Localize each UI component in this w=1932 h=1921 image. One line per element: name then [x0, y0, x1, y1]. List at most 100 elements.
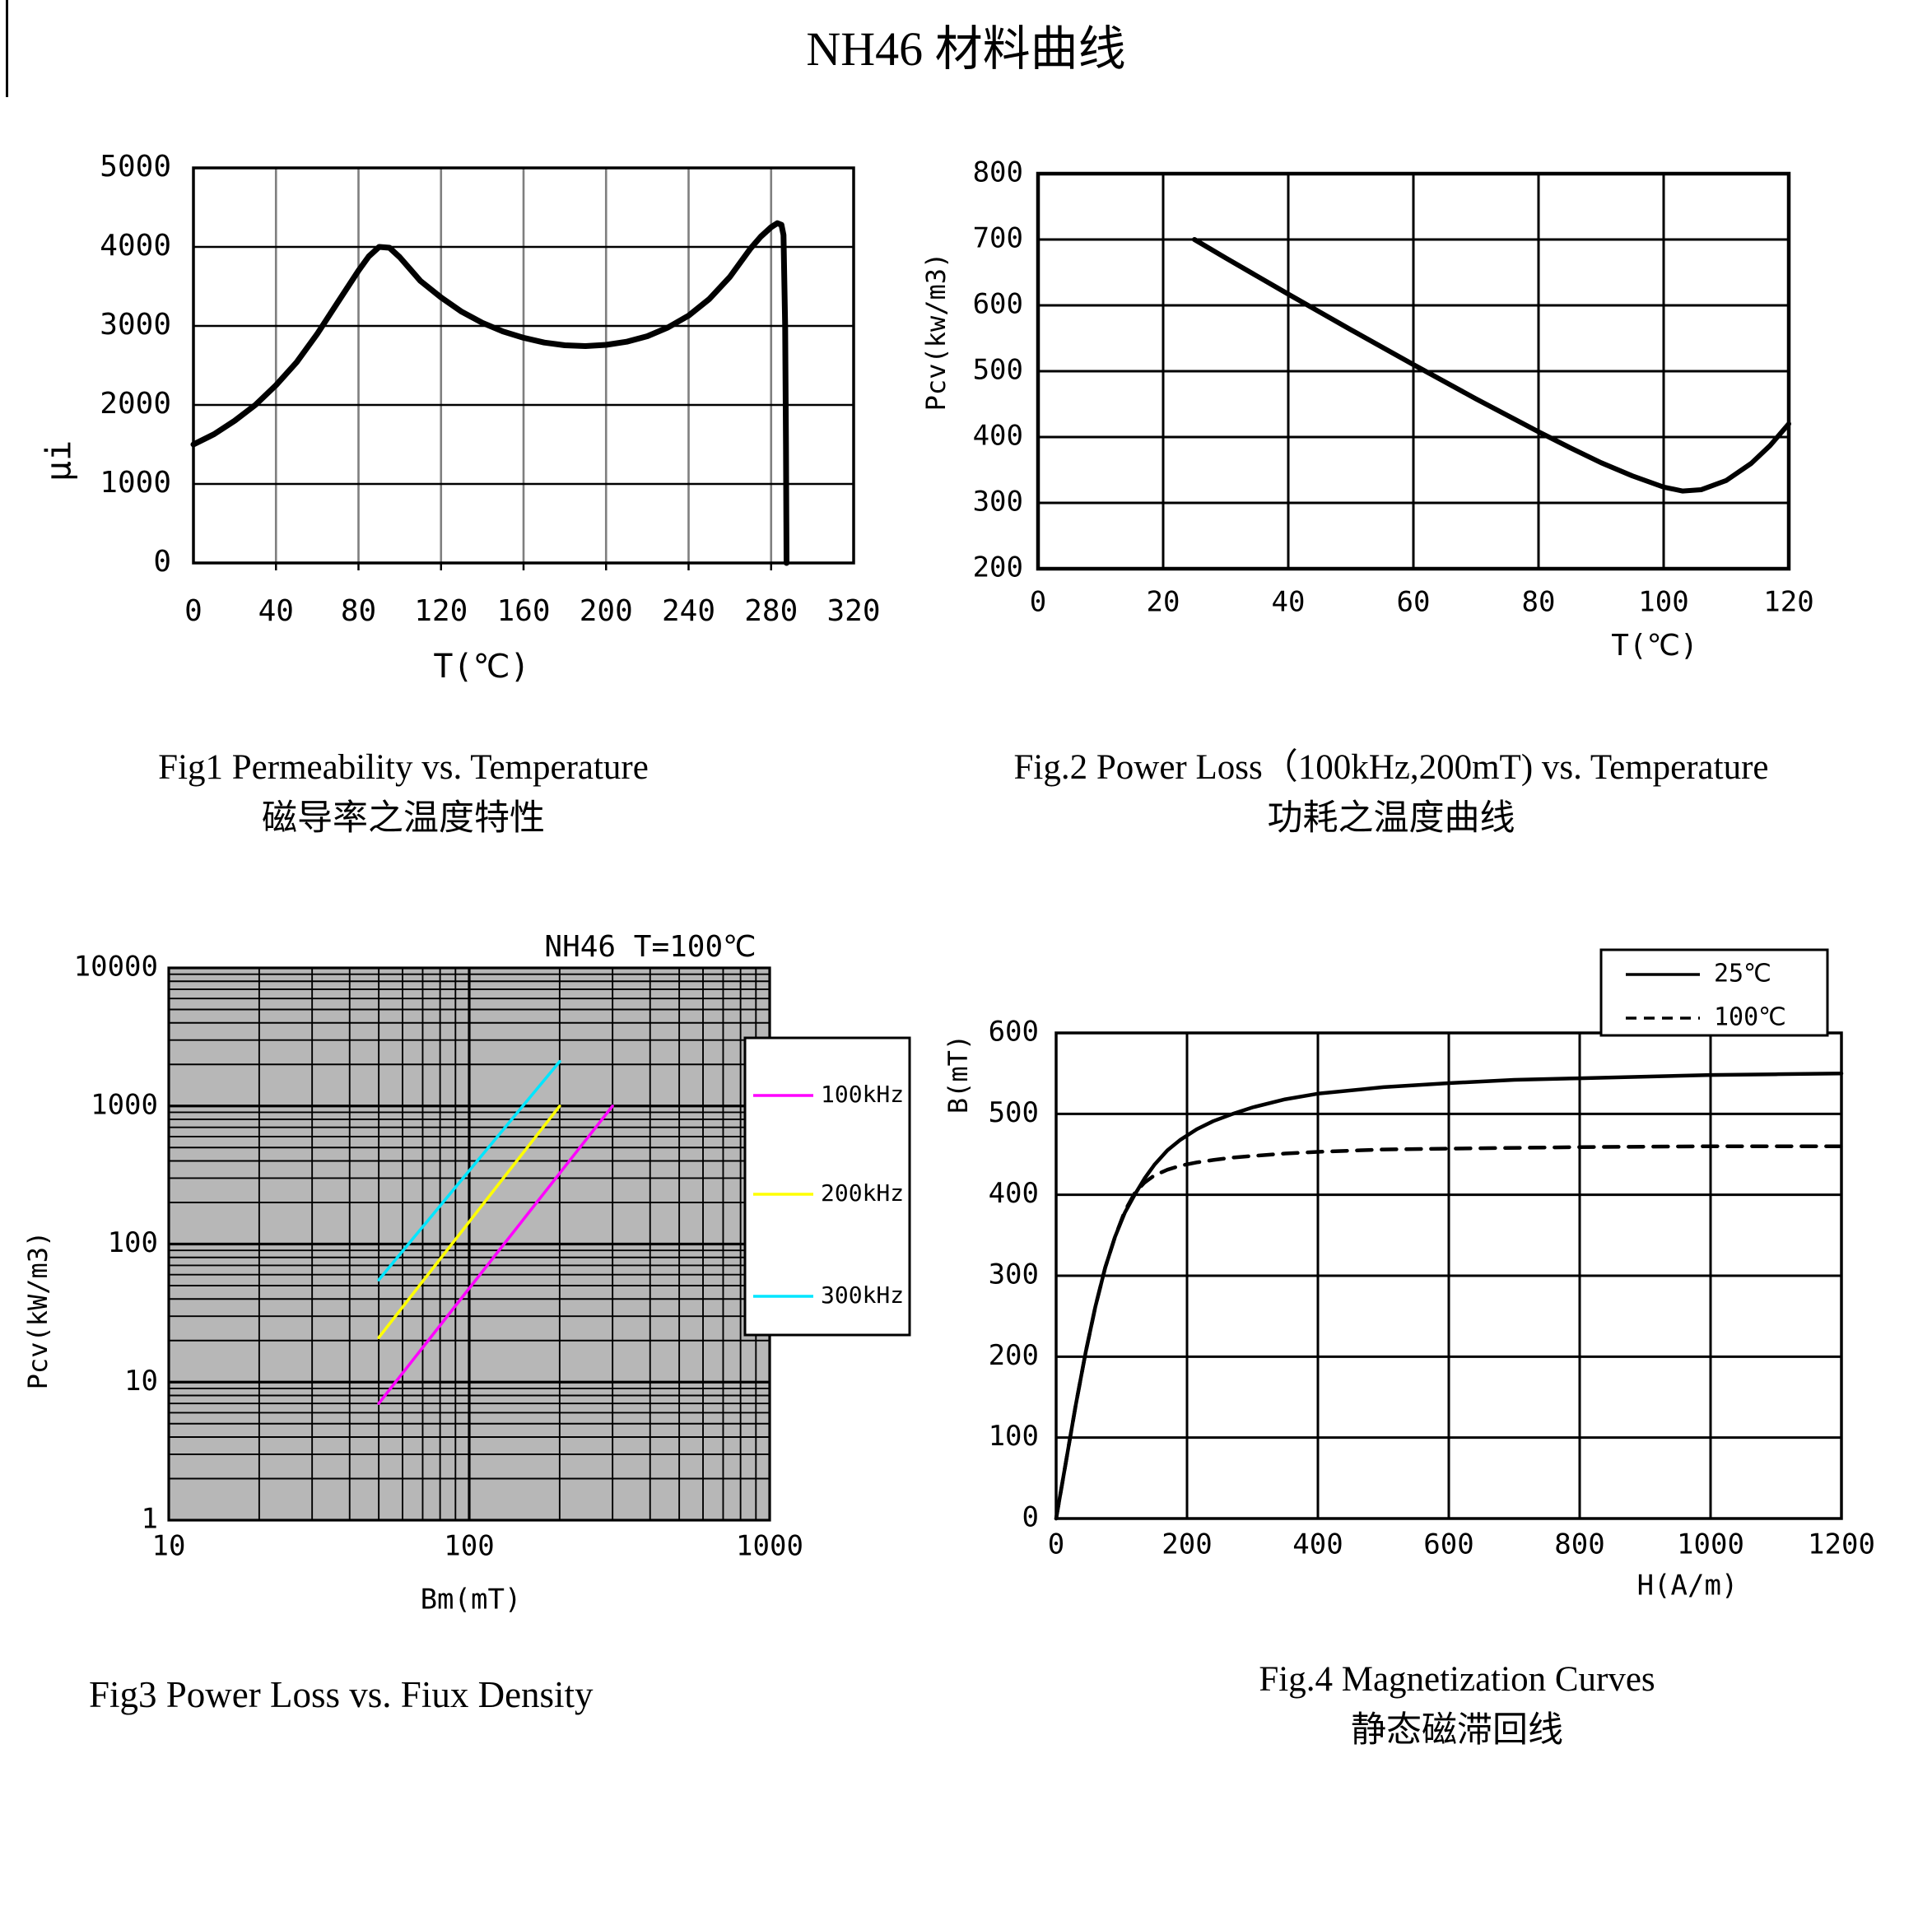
fig4-y-tick-label: 100: [989, 1420, 1039, 1453]
fig2-y-axis-label: Pcv(kw/m3): [920, 253, 952, 412]
fig1-y-tick-label: 4000: [100, 229, 171, 263]
fig2-x-tick-label: 40: [1272, 586, 1306, 619]
page-edge-mark: [6, 0, 8, 97]
fig2-x-axis-label: T(℃): [1611, 629, 1697, 663]
fig1-caption-zh: 磁导率之温度特性: [262, 799, 545, 838]
fig2-x-tick-label: 20: [1147, 586, 1180, 619]
fig3-series-100kHz: [377, 1105, 614, 1405]
fig3-legend-label: 300kHz: [821, 1281, 904, 1309]
fig3-legend-box: [743, 1036, 911, 1337]
fig2-x-tick-label: 80: [1522, 586, 1556, 619]
fig1-x-tick-label: 0: [184, 594, 203, 628]
fig4-grid: [1056, 1033, 1841, 1519]
fig2-x-tick-label: 0: [1030, 586, 1046, 619]
fig3-caption-en: Fig3 Power Loss vs. Fiux Density: [89, 1674, 594, 1715]
fig2-caption-en: Fig.2 Power Loss（100kHz,200mT) vs. Tempe…: [1013, 748, 1769, 787]
fig1-x-tick-label: 280: [744, 594, 798, 628]
fig2-x-tick-label: 120: [1763, 586, 1813, 619]
fig3-series: [377, 1059, 614, 1405]
fig3-power-loss-vs-flux-density-chart: 10 100 1000110100100010000Bm(mT)Pcv(kW/m3)…: [22, 930, 911, 1616]
fig4-x-tick-label: 800: [1554, 1528, 1604, 1561]
fig2-caption-zh: 功耗之温度曲线: [1267, 799, 1515, 838]
page-title: NH46 材料曲线: [806, 22, 1126, 76]
fig1-x-tick-label: 80: [341, 594, 376, 628]
fig2-series-power-loss-100kHz-200mT: [1192, 237, 1791, 494]
fig4-legend: 25℃ 100℃: [1599, 948, 1829, 1037]
fig4-y-tick-label: 600: [989, 1016, 1039, 1049]
fig1-tick-labels: 0 40 80 120 160 200 240 280 320 0 1000 2000 3000 4000…: [100, 150, 880, 628]
fig3-x-tick-label: 10: [152, 1530, 186, 1563]
fig2-power-loss-vs-temperature-chart: 0 20 40 60 80 100 120 200 300 400 500 600 700 800 T(℃)…: [920, 156, 1814, 663]
fig4-frame: [1054, 1031, 1843, 1520]
fig3-y-tick-label: 100: [108, 1226, 158, 1259]
fig2-y-tick-label: 800: [973, 156, 1023, 189]
fig4-caption-en: Fig.4 Magnetization Curves: [1259, 1660, 1655, 1699]
fig3-y-axis-label: Pcv(kW/m3): [22, 1231, 54, 1390]
fig1-y-tick-label: 3000: [100, 308, 171, 342]
fig3-legend-label: 200kHz: [821, 1179, 904, 1207]
fig3-chart-title: NH46 T=100℃: [544, 930, 756, 964]
fig1-x-tick-label: 160: [496, 594, 550, 628]
fig4-y-axis-label: B(mT): [943, 1035, 974, 1114]
fig1-x-tick-label: 120: [414, 594, 468, 628]
fig4-magnetization-curves-chart: 0 200 400 600 800 1000 1200 0 100 200 300 400 500 600…: [943, 948, 1875, 1602]
fig1-series-permeability: [190, 220, 789, 566]
fig4-x-tick-label: 0: [1048, 1528, 1064, 1561]
fig2-y-tick-label: 500: [973, 354, 1023, 387]
fig1-x-tick-label: 320: [826, 594, 880, 628]
fig3-series-300kHz: [377, 1059, 561, 1281]
fig4-caption: Fig.4 Magnetization Curves 静态磁滞回线: [1095, 1654, 1819, 1756]
fig4-x-tick-label: 400: [1292, 1528, 1343, 1561]
fig1-grid: [193, 168, 854, 563]
fig3-x-axis-label: Bm(mT): [421, 1584, 522, 1616]
fig4-series: [1054, 1071, 1844, 1521]
fig1-x-tick-label: 240: [662, 594, 715, 628]
fig1-axis-titles: T(℃) μi: [39, 440, 530, 686]
fig2-series: [1192, 237, 1791, 494]
fig3-y-tick-label: 10: [124, 1365, 158, 1398]
fig1-y-tick-label: 5000: [100, 150, 171, 184]
fig2-tick-labels: 0 20 40 60 80 100 120 200 300 400 500 600 700 800: [973, 156, 1814, 619]
fig2-caption: Fig.2 Power Loss（100kHz,200mT) vs. Tempe…: [955, 742, 1827, 844]
fig4-series-100C: [1054, 1144, 1844, 1521]
fig4-legend-label: 100℃: [1714, 1003, 1786, 1032]
fig3-series-200kHz: [377, 1105, 561, 1339]
fig2-axis-titles: T(℃) Pcv(kw/m3): [920, 253, 1698, 663]
fig3-grid: [169, 968, 770, 1520]
fig1-frame: [192, 166, 855, 570]
fig1-y-tick-label: 2000: [100, 387, 171, 421]
fig1-series: [190, 220, 789, 566]
fig3-y-tick-label: 10000: [74, 951, 158, 984]
fig4-x-axis-label: H(A/m): [1637, 1570, 1739, 1602]
fig1-caption: Fig1 Permeability vs. Temperature 磁导率之温度…: [33, 742, 774, 844]
fig1-x-tick-label: 200: [580, 594, 633, 628]
fig3-y-tick-label: 1000: [91, 1088, 158, 1121]
fig1-y-axis-label: μi: [39, 440, 79, 482]
fig4-x-tick-label: 1200: [1808, 1528, 1875, 1561]
fig2-x-tick-label: 60: [1397, 586, 1431, 619]
fig2-y-tick-label: 400: [973, 420, 1023, 453]
fig4-axis-titles: H(A/m) B(mT): [943, 1035, 1738, 1602]
fig4-x-tick-label: 200: [1162, 1528, 1212, 1561]
fig3-x-tick-label: 100: [444, 1530, 494, 1563]
fig4-y-tick-label: 400: [989, 1177, 1039, 1210]
fig4-x-tick-label: 600: [1423, 1528, 1473, 1561]
fig3-legend-label: 100kHz: [821, 1081, 904, 1108]
fig1-x-axis-label: T(℃): [433, 648, 529, 686]
fig4-tick-labels: 0 200 400 600 800 1000 1200 0 100 200 300 400 500 600: [989, 1016, 1875, 1561]
fig2-y-tick-label: 700: [973, 222, 1023, 255]
fig1-y-tick-label: 0: [153, 545, 171, 579]
fig1-permeability-vs-temperature-chart: 0 40 80 120 160 200 240 280 320 0 1000 2000 3000 4000…: [39, 150, 881, 686]
fig3-caption: Fig3 Power Loss vs. Fiux Density: [89, 1669, 715, 1720]
fig4-legend-label: 25℃: [1714, 960, 1771, 988]
fig4-y-tick-label: 200: [989, 1339, 1039, 1372]
fig1-caption-en: Fig1 Permeability vs. Temperature: [158, 748, 649, 787]
fig4-legend-box: [1599, 948, 1829, 1037]
fig4-y-tick-label: 0: [1022, 1501, 1039, 1534]
fig3-x-tick-label: 1000: [736, 1530, 803, 1563]
fig4-y-tick-label: 500: [989, 1096, 1039, 1129]
fig2-y-tick-label: 300: [973, 486, 1023, 519]
fig2-x-tick-label: 100: [1638, 586, 1688, 619]
fig4-caption-zh: 静态磁滞回线: [1351, 1711, 1563, 1750]
